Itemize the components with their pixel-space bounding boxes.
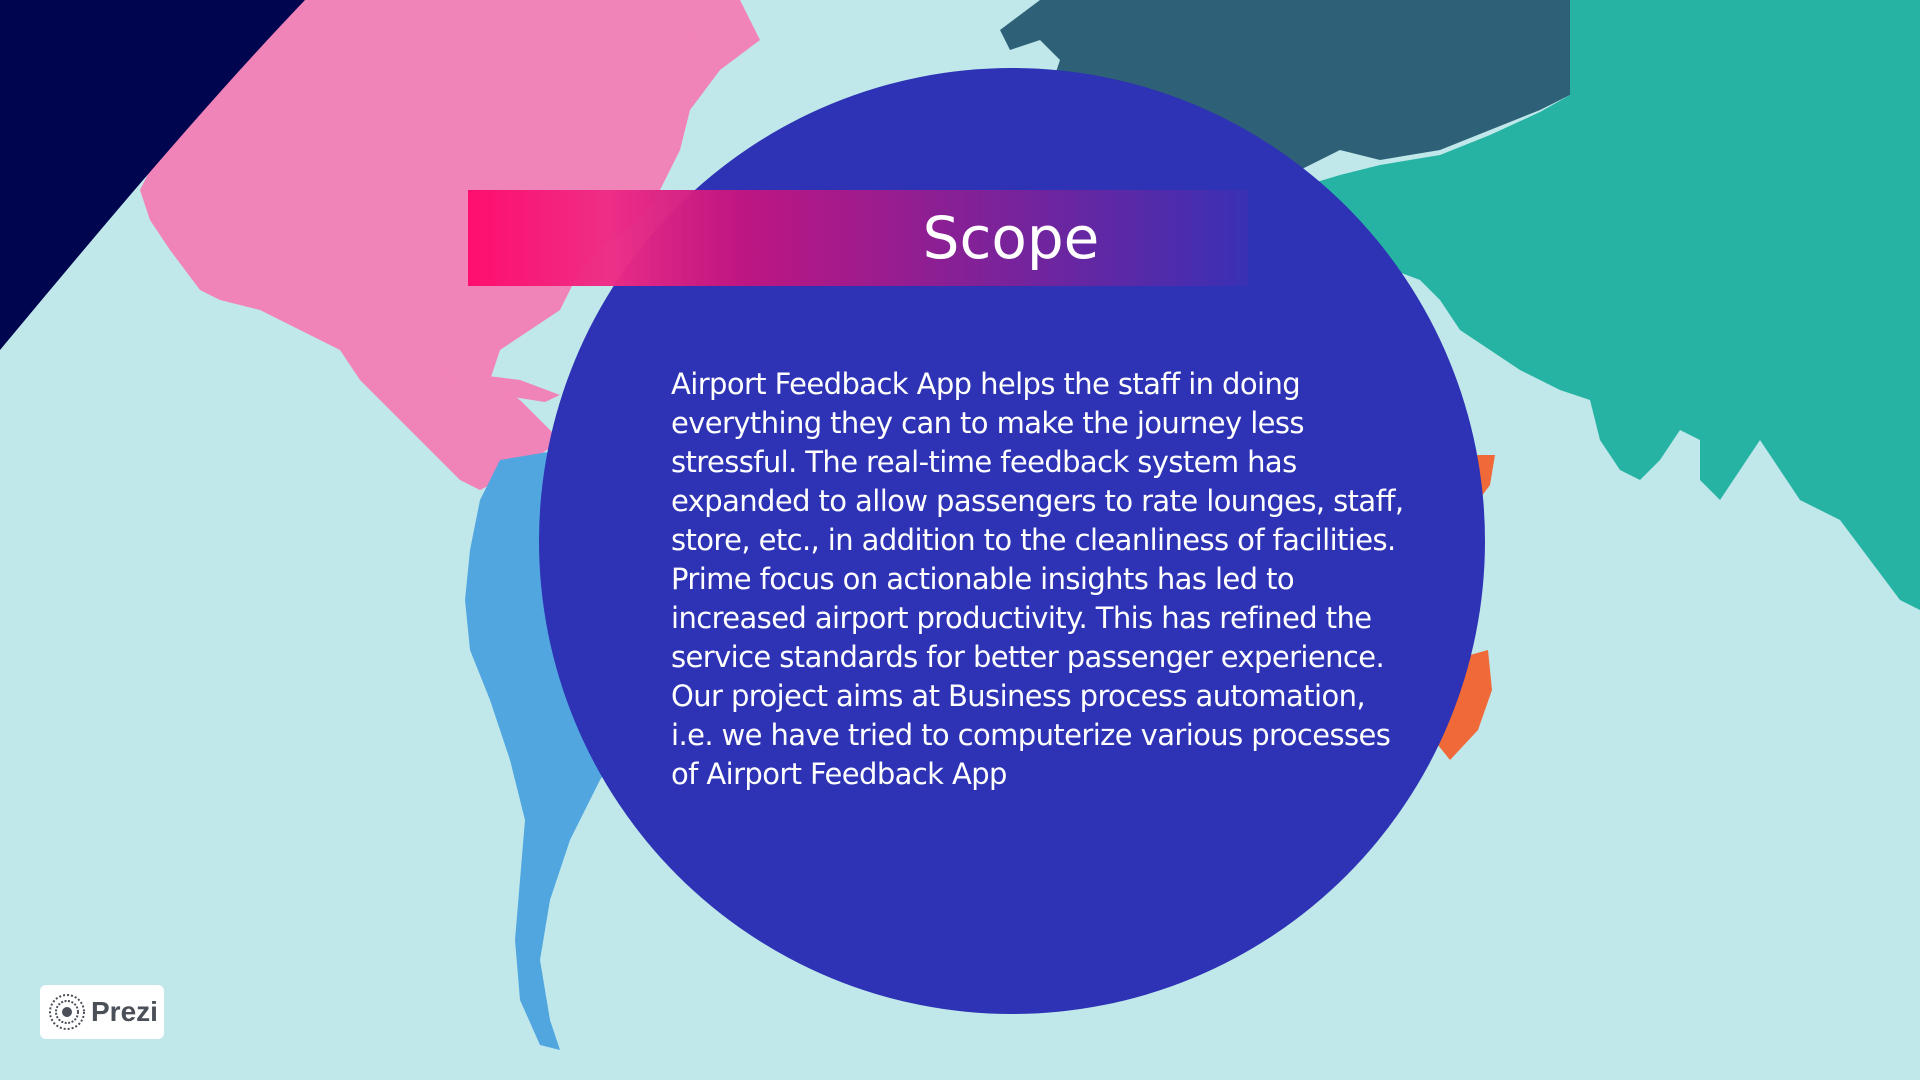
prezi-logo-icon <box>49 994 85 1030</box>
body-paragraph-1: Airport Feedback App helps the staff in … <box>671 367 1404 674</box>
prezi-logo-badge[interactable]: Prezi <box>40 985 164 1039</box>
slide-body: Airport Feedback App helps the staff in … <box>671 365 1411 794</box>
slide-title: Scope <box>922 204 1100 272</box>
title-banner <box>468 190 1248 286</box>
prezi-logo-text: Prezi <box>91 996 158 1027</box>
greenland-landmass <box>550 0 700 70</box>
madagascar-landmass <box>1438 650 1492 760</box>
body-paragraph-2: Our project aims at Business process aut… <box>671 679 1391 791</box>
caribbean-islands <box>440 370 560 402</box>
corner-arc-shape <box>0 0 305 350</box>
north-america-landmass <box>140 0 760 490</box>
asia-landmass <box>1290 0 1920 610</box>
